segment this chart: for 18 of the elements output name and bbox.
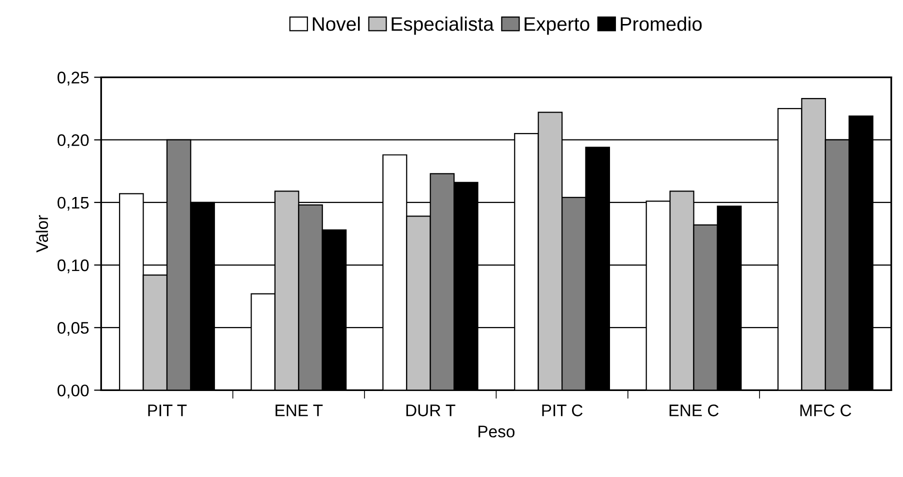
x-tick-label: ENE C xyxy=(670,404,719,416)
y-tick-label: 0,20 xyxy=(58,134,89,148)
x-tick-label: PIT C xyxy=(542,404,583,416)
y-tick-label: 0,00 xyxy=(58,384,89,398)
legend-label: Especialista xyxy=(392,16,494,35)
x-axis-title: Peso xyxy=(478,426,514,438)
x-tick-label: DUR T xyxy=(406,404,456,416)
legend-label: Experto xyxy=(524,17,590,35)
y-tick-label: 0,10 xyxy=(58,259,89,274)
y-axis-title: Valor xyxy=(36,215,48,252)
y-tick-label: 0,05 xyxy=(58,322,89,336)
x-tick-label: PIT T xyxy=(148,404,187,416)
legend-label: Promedio xyxy=(620,16,702,31)
x-tick-label: ENE T xyxy=(276,404,323,416)
y-tick-label: 0,25 xyxy=(58,72,89,86)
y-tick-label: 0,15 xyxy=(58,196,89,211)
x-tick-label: MFC C xyxy=(800,404,852,416)
legend-label: Novel xyxy=(312,16,360,31)
